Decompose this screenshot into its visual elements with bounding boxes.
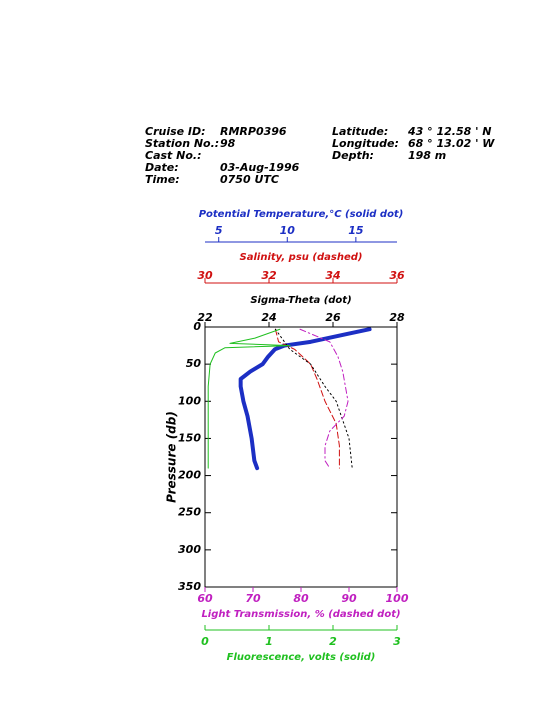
x-tick-label: 80: [293, 592, 309, 605]
x-tick-label: 3: [393, 635, 401, 648]
field-label: Date:: [145, 161, 179, 174]
axis-title: Fluorescence, volts (solid): [227, 652, 376, 663]
field-label: Depth:: [332, 149, 374, 162]
x-tick-label: 100: [386, 592, 409, 605]
x-tick-label: 60: [197, 592, 213, 605]
field-label: Station No.:: [145, 137, 219, 150]
x-tick-label: 90: [341, 592, 357, 605]
x-tick-label: 28: [389, 311, 405, 324]
x-tick-label: 30: [197, 269, 213, 282]
field-label: Cruise ID:: [145, 125, 206, 138]
x-tick-label: 24: [261, 311, 276, 324]
field-label: Longitude:: [332, 137, 399, 150]
y-tick-label: 300: [178, 543, 201, 556]
axis-title: Light Transmission, % (dashed dot): [201, 609, 400, 620]
y-tick-label: 250: [178, 506, 201, 519]
field-value: 98: [220, 137, 236, 150]
x-tick-label: 70: [245, 592, 261, 605]
y-tick-label: 150: [178, 431, 201, 444]
field-value: 68 ° 13.02 ' W: [408, 137, 495, 150]
x-tick-label: 22: [197, 311, 213, 324]
field-value: 03-Aug-1996: [220, 161, 300, 174]
x-tick-label: 0: [201, 635, 209, 648]
y-tick-label: 350: [178, 580, 201, 593]
profile-line: [299, 328, 349, 469]
axis-title: Salinity, psu (dashed): [240, 252, 363, 263]
x-tick-label: 15: [348, 224, 364, 237]
profile-line: [207, 328, 291, 469]
x-tick-label: 32: [261, 269, 277, 282]
profile-line: [274, 328, 353, 469]
axis-title: Sigma-Theta (dot): [250, 295, 351, 306]
plot-frame: [204, 326, 398, 588]
x-tick-label: 1: [265, 635, 273, 648]
field-label: Time:: [145, 173, 180, 186]
x-tick-label: 34: [325, 269, 340, 282]
x-tick-label: 26: [325, 311, 341, 324]
field-value: 198 m: [408, 149, 446, 162]
profile-line: [274, 328, 340, 469]
y-tick-label: 200: [178, 469, 201, 482]
y-axis-label: Pressure (db): [165, 411, 179, 503]
y-tick-label: 0: [193, 320, 201, 333]
y-tick-label: 50: [186, 357, 202, 370]
x-tick-label: 36: [389, 269, 405, 282]
field-value: 0750 UTC: [220, 173, 279, 186]
field-label: Cast No.:: [145, 149, 201, 162]
profile-line: [238, 327, 372, 471]
axis-title: Potential Temperature,°C (solid dot): [199, 209, 404, 220]
x-tick-label: 2: [329, 635, 337, 648]
field-value: 43 ° 12.58 ' N: [407, 125, 492, 138]
field-value: RMRP0396: [220, 125, 287, 138]
x-tick-label: 5: [215, 224, 223, 237]
field-label: Latitude:: [332, 125, 388, 138]
y-tick-label: 100: [178, 394, 201, 407]
x-tick-label: 10: [280, 224, 296, 237]
